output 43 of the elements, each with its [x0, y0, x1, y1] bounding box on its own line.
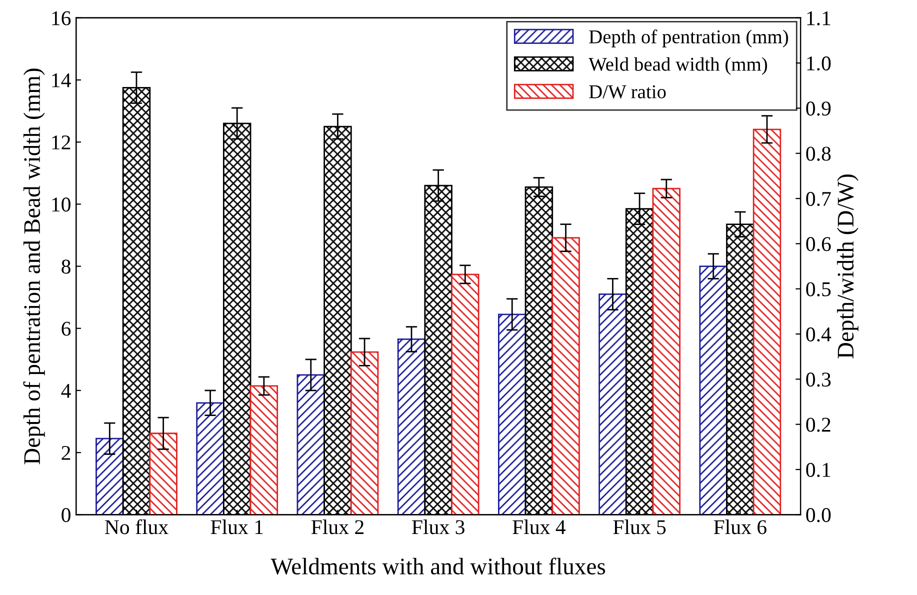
- y-tick-label: 6: [62, 322, 71, 336]
- x-tick-label: No flux: [104, 519, 168, 534]
- y2-tick-label: 0.2: [806, 418, 830, 432]
- y-tick-label: 14: [52, 73, 71, 88]
- y-tick-label: 4: [61, 384, 71, 398]
- y-tick-label: 10: [52, 198, 70, 212]
- legend-label: Weld bead width (mm): [588, 57, 768, 75]
- bar: [397, 338, 426, 515]
- x-tick-label: Flux 3: [412, 520, 464, 534]
- x-tick-label: Flux 2: [311, 520, 364, 534]
- bar: [699, 266, 728, 515]
- x-tick-label: Flux 1: [210, 520, 263, 534]
- x-tick-label: Flux 6: [714, 520, 766, 534]
- bar: [250, 385, 278, 515]
- y-axis-title: Depth of pentration and Bead width (mm): [23, 68, 45, 464]
- x-tick-label: Flux 5: [613, 520, 666, 534]
- y-tick-label: 0: [62, 508, 70, 522]
- y2-tick-label: 0.3: [806, 372, 831, 387]
- y2-tick-label: 0.6: [806, 237, 831, 252]
- y2-tick-label: 0.8: [806, 146, 831, 161]
- bar: [296, 374, 325, 515]
- legend-label: Depth of pentration (mm): [589, 30, 788, 48]
- bar: [96, 438, 124, 515]
- y2-tick-label: 0.0: [806, 508, 831, 522]
- bar: [196, 402, 224, 515]
- y2-tick-label: 0.7: [806, 192, 831, 206]
- x-tick-label: Flux 4: [512, 520, 566, 534]
- y2-axis-title: Depth/width (D/W): [837, 174, 858, 358]
- bar: [498, 314, 526, 515]
- x-axis-title: Weldments with and without fluxes: [270, 558, 606, 575]
- y2-tick-label: 0.5: [806, 282, 831, 296]
- y2-tick-label: 0.4: [806, 327, 832, 342]
- y2-tick-label: 1.1: [807, 11, 830, 26]
- legend-label: D/W ratio: [589, 85, 666, 98]
- y-tick-label: 16: [52, 11, 71, 26]
- bar: [598, 294, 627, 515]
- bar: [149, 432, 178, 515]
- y2-tick-label: 0.9: [806, 102, 831, 116]
- y2-tick-label: 1.0: [807, 56, 831, 71]
- y2-tick-label: 0.1: [806, 462, 830, 478]
- y-tick-label: 12: [52, 135, 70, 150]
- y-tick-label: 2: [62, 446, 70, 460]
- y-tick-label: 8: [62, 260, 70, 274]
